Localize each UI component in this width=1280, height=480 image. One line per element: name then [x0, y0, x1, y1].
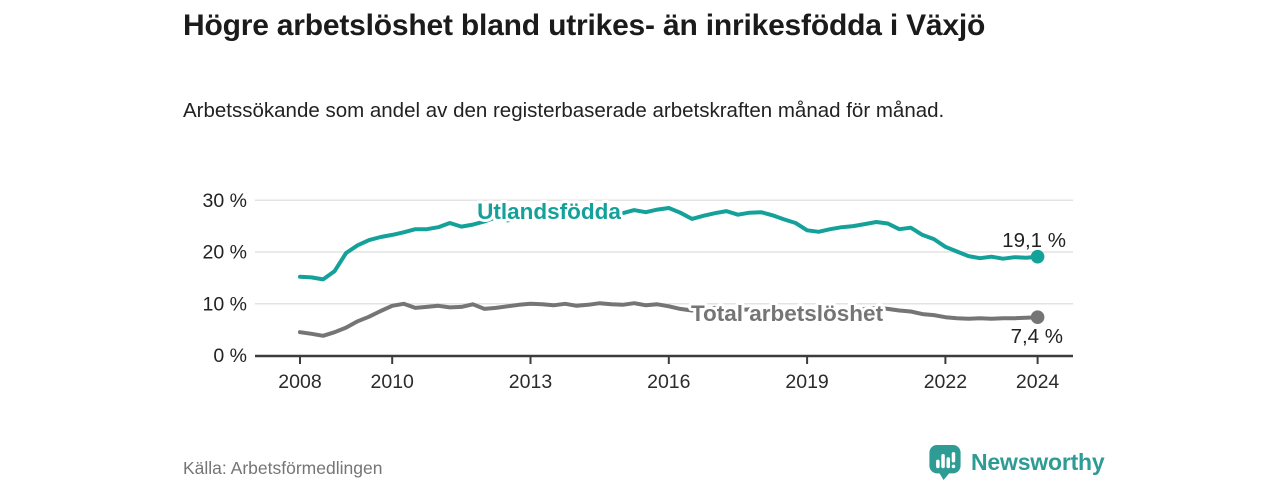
series-line-total [298, 301, 1040, 338]
x-axis-tick-label: 2022 [924, 371, 967, 393]
brand-name: Newsworthy [971, 448, 1105, 475]
series-end-value-utlandsfodda: 19,1 % [1002, 229, 1066, 252]
page-subtitle: Arbetssökande som andel av den registerb… [183, 99, 945, 122]
brand-logo[interactable]: Newsworthy [928, 444, 1105, 480]
y-axis-tick-label: 30 % [203, 190, 247, 212]
y-axis-tick-label: 10 % [203, 293, 247, 315]
series-end-dot-utlandsfodda [1030, 249, 1045, 264]
x-axis-tick-label: 2024 [1016, 371, 1060, 393]
series-label-utlandsfodda: Utlandsfödda [477, 199, 621, 224]
series-line-utlandsfodda [298, 206, 1040, 282]
series-end-dot-total [1030, 310, 1045, 325]
series-end-value-total: 7,4 % [1011, 325, 1063, 348]
x-axis-tick-label: 2016 [647, 371, 690, 393]
x-axis-tick-label: 2010 [371, 371, 415, 393]
y-axis-tick-label: 0 % [213, 345, 247, 367]
series-label-total: Total arbetslöshet [691, 301, 884, 326]
y-axis-tick-label: 20 % [203, 242, 247, 264]
page-title: Högre arbetslöshet bland utrikes- än inr… [183, 9, 986, 42]
x-axis-tick-label: 2013 [509, 371, 552, 393]
x-axis-tick-label: 2019 [785, 371, 828, 393]
x-axis-tick-label: 2008 [278, 371, 321, 393]
newsworthy-logo-icon [929, 445, 961, 480]
source-note: Källa: Arbetsförmedlingen [183, 458, 383, 478]
